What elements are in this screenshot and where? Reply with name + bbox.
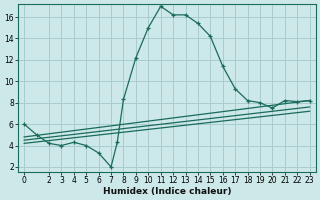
X-axis label: Humidex (Indice chaleur): Humidex (Indice chaleur) xyxy=(103,187,231,196)
